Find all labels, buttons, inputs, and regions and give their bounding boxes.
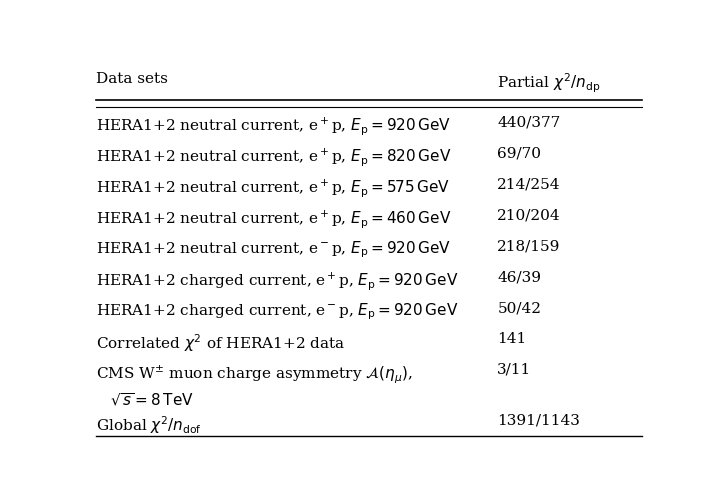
Text: HERA1+2 charged current, e$^+$p, $E_{\rm p} = 920\,{\rm GeV}$: HERA1+2 charged current, e$^+$p, $E_{\rm…	[96, 270, 458, 292]
Text: HERA1+2 neutral current, e$^-$p, $E_{\rm p} = 920\,{\rm GeV}$: HERA1+2 neutral current, e$^-$p, $E_{\rm…	[96, 239, 451, 260]
Text: 3/11: 3/11	[498, 363, 531, 377]
Text: HERA1+2 neutral current, e$^+$p, $E_{\rm p} = 575\,{\rm GeV}$: HERA1+2 neutral current, e$^+$p, $E_{\rm…	[96, 177, 450, 199]
Text: HERA1+2 neutral current, e$^+$p, $E_{\rm p} = 920\,{\rm GeV}$: HERA1+2 neutral current, e$^+$p, $E_{\rm…	[96, 116, 451, 137]
Text: Correlated $\chi^2$ of HERA1+2 data: Correlated $\chi^2$ of HERA1+2 data	[96, 332, 345, 354]
Text: 46/39: 46/39	[498, 270, 541, 284]
Text: 210/204: 210/204	[498, 208, 561, 222]
Text: HERA1+2 neutral current, e$^+$p, $E_{\rm p} = 820\,{\rm GeV}$: HERA1+2 neutral current, e$^+$p, $E_{\rm…	[96, 147, 452, 168]
Text: HERA1+2 charged current, e$^-$p, $E_{\rm p} = 920\,{\rm GeV}$: HERA1+2 charged current, e$^-$p, $E_{\rm…	[96, 301, 458, 321]
Text: 50/42: 50/42	[498, 301, 541, 315]
Text: Global $\chi^2/n_{\rm dof}$: Global $\chi^2/n_{\rm dof}$	[96, 414, 202, 436]
Text: 214/254: 214/254	[498, 177, 561, 191]
Text: CMS W$^{\pm}$ muon charge asymmetry $\mathcal{A}(\eta_\mu)$,
   $\sqrt{s} = 8\,{: CMS W$^{\pm}$ muon charge asymmetry $\ma…	[96, 363, 413, 409]
Text: Data sets: Data sets	[96, 72, 168, 86]
Text: Partial $\chi^2/n_{\rm dp}$: Partial $\chi^2/n_{\rm dp}$	[498, 72, 601, 96]
Text: 141: 141	[498, 332, 526, 346]
Text: 218/159: 218/159	[498, 239, 561, 253]
Text: 1391/1143: 1391/1143	[498, 414, 580, 428]
Text: HERA1+2 neutral current, e$^+$p, $E_{\rm p} = 460\,{\rm GeV}$: HERA1+2 neutral current, e$^+$p, $E_{\rm…	[96, 208, 452, 230]
Text: 440/377: 440/377	[498, 116, 561, 129]
Text: 69/70: 69/70	[498, 147, 541, 160]
